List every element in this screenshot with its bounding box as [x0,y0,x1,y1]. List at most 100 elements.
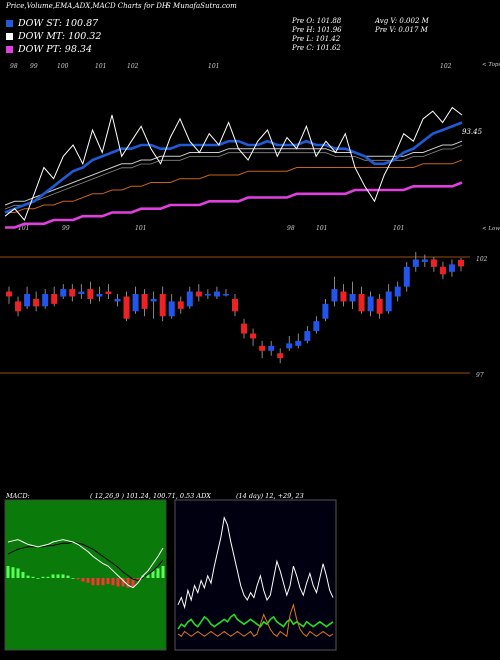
top-tick-label: 100 [57,63,69,70]
macd-hist-bar [66,575,70,578]
macd-hist-bar [156,568,160,578]
bottom-tick-label: 99 [62,225,70,232]
macd-hist-bar [91,578,95,586]
adx-series-adx [177,516,334,610]
candle-body [78,291,85,295]
macd-hist-bar [41,576,45,578]
bottom-tick-label: 101 [316,225,327,232]
candle-body [141,294,148,309]
candle-body [69,289,76,297]
top-tick-label: 102 [127,63,139,70]
macd-hist-bar [141,575,145,578]
last-value-label: 93.45 [462,128,483,136]
prev-high: Pre H: 101.96 [292,26,342,34]
macd-hist-bar [36,578,40,579]
candle-body [430,259,437,267]
legend-pt: DOW PT: 98.34 [6,44,92,55]
candle-body [277,353,284,359]
macd-hist-bar [151,570,155,578]
legend-st-swatch [6,20,13,27]
macd-hist-bar [76,578,80,580]
candle-body [259,345,266,351]
top-tick-label: 99 [30,63,38,70]
macd-hist-bar [11,567,15,578]
candle-body [412,259,419,267]
macd-hist-bar [21,572,25,578]
prev-close: Pre C: 101.62 [292,44,341,52]
candle-body [358,294,365,312]
series-ema-long [5,159,463,213]
candle-body [322,303,329,319]
candle-body [114,298,121,302]
macd-hist-bar [111,578,115,586]
tops-label: < Tops [482,62,500,68]
macd-hist-bar [56,574,60,578]
legend-pt-swatch [6,46,13,53]
candle-body [295,340,302,346]
candle-body [15,301,22,312]
candle-body [168,301,175,317]
top-tick-label: 101 [208,63,219,70]
adx-series-+di [177,613,334,630]
candle-body [33,298,40,307]
lows-label: < Lows [482,226,500,232]
candle-body [439,266,446,275]
candle-body [232,298,238,312]
candle-body [159,294,166,317]
macd-hist-bar [26,575,30,578]
candle-body [403,266,410,287]
legend-pt-label: DOW PT: 98.34 [18,44,92,55]
candle-body [448,264,455,272]
legend-mt-swatch [6,33,13,40]
candle-body [222,294,229,296]
macd-panel [4,499,167,651]
candle-body [105,291,112,295]
candle-body [268,345,275,351]
legend-mt-label: DOW MT: 100.32 [18,31,102,42]
candle-body [186,291,193,307]
candle-body [60,289,67,297]
macd-params: ( 12,26,9 ) 101.24, 100.71, 0.53 ADX [90,492,211,500]
macd-hist-bar [146,574,150,578]
candle-body [421,259,428,262]
candle-body [376,298,383,314]
bottom-tick-label: 101 [135,225,146,232]
candle-body [367,296,374,312]
prev-low: Pre L: 101.42 [292,35,341,43]
bottom-tick-label: 98 [287,225,295,232]
candle-body [286,343,293,349]
adx-background [174,499,337,651]
candle-body [394,286,401,297]
macd-hist-bar [161,566,165,578]
macd-hist-bar [81,578,85,582]
series-ema-mid [4,140,463,206]
top-tick-label: 98 [10,63,18,70]
macd-hist-bar [6,566,10,578]
candle-body [87,289,94,299]
candle-body [458,259,464,267]
candle-body [42,294,49,307]
macd-label: MACD: [6,492,30,500]
macd-hist-bar [31,576,35,578]
macd-hist-bar [131,578,135,587]
candle-body [51,294,58,304]
candle-body [177,301,184,309]
legend-st: DOW ST: 100.87 [6,18,98,29]
ema-panel: 98 99 100 101 102 101 102 101 99 101 98 101 101 < Top… [4,62,500,232]
series-ema-mid-lower [4,144,463,210]
prev-open: Pre O: 101.88 [292,17,342,25]
series-ema-short [4,121,463,214]
macd-hist-bar [61,574,65,578]
chart-title: Price,Volume,EMA,ADX,MACD Charts for DH [6,2,168,10]
legend-mt: DOW MT: 100.32 [6,31,101,42]
macd-hist-bar [96,578,100,586]
series-ema-pt [5,181,463,229]
lower-line-label: 97 [476,372,484,379]
macd-signal-line [7,541,164,581]
candle-body [241,323,248,334]
macd-hist-bar [51,574,55,578]
candle-body [150,298,157,302]
candle-body [6,291,12,297]
candle-body [250,333,257,339]
upper-line-label: 102 [476,256,488,263]
